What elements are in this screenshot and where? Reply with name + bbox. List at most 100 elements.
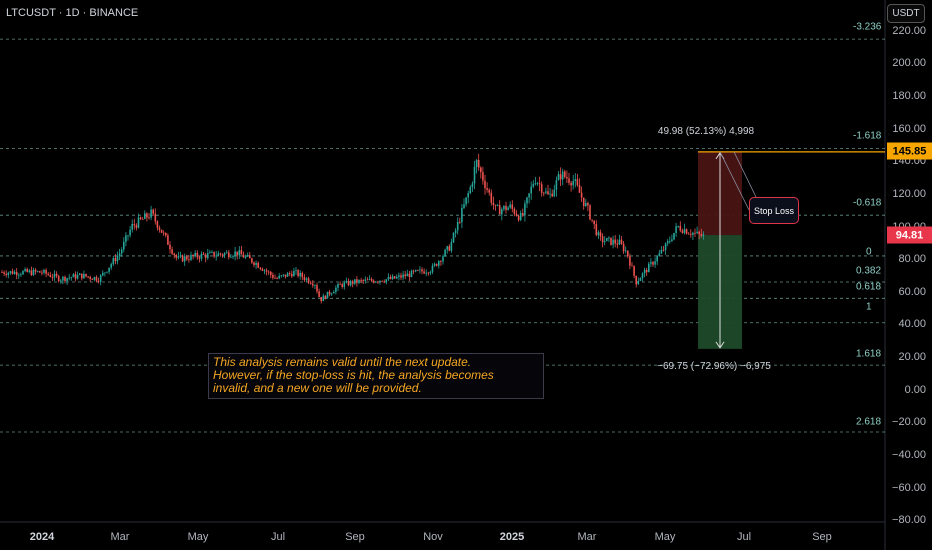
candle-body: [393, 276, 396, 279]
analysis-note[interactable]: This analysis remains valid until the ne…: [208, 353, 544, 399]
candle-body: [402, 274, 404, 278]
stop-loss-label-box[interactable]: Stop Loss: [749, 197, 799, 224]
candle-body: [631, 265, 633, 267]
candle-body: [183, 256, 186, 262]
candle-body: [108, 267, 110, 272]
candle-body: [18, 274, 20, 276]
stop-loss-pointer: [733, 151, 757, 198]
candle-body: [660, 249, 663, 254]
candle-body: [637, 281, 640, 285]
candle-body: [188, 259, 190, 261]
candle-body: [421, 269, 423, 272]
candle-body: [116, 255, 119, 262]
x-tick-label: 2024: [29, 531, 55, 543]
candle-body: [574, 179, 577, 181]
y-tick-label: 80.00: [898, 253, 926, 265]
candle-body: [566, 176, 568, 179]
y-tick-label: 0.00: [904, 384, 926, 396]
candle-body: [446, 246, 448, 250]
candle-body: [530, 186, 532, 194]
candle-body: [650, 262, 652, 264]
candle-body: [469, 187, 472, 194]
candle-body: [257, 262, 259, 268]
y-tick-label: 20.00: [898, 351, 926, 363]
candle-body: [173, 253, 175, 256]
y-tick-label: 220.00: [892, 25, 926, 37]
candle-body: [471, 183, 474, 188]
candle-body: [698, 231, 700, 234]
candle-body: [494, 204, 497, 206]
y-tick-label: −20.00: [892, 416, 926, 428]
y-tick-label: −80.00: [892, 514, 926, 526]
measure-top-label: 49.98 (52.13%) 4,998: [657, 126, 755, 137]
candle-body: [568, 178, 570, 183]
candle-body: [694, 232, 696, 234]
candle-body: [251, 258, 253, 263]
candle-body: [274, 277, 276, 279]
candle-body: [498, 205, 501, 215]
candle-body: [261, 268, 264, 271]
measure-arrow-head: [715, 341, 725, 349]
candle-body: [587, 203, 589, 206]
candle-body: [312, 283, 314, 286]
candle-body: [112, 258, 115, 265]
candle-body: [385, 279, 388, 282]
candle-body: [93, 277, 96, 280]
candle-body: [580, 192, 583, 198]
candle-body: [456, 221, 459, 231]
candle-body: [265, 270, 268, 272]
candle-body: [396, 276, 398, 279]
candle-body: [259, 267, 262, 269]
candle-body: [696, 231, 698, 234]
candle-body: [64, 276, 66, 282]
candle-body: [284, 274, 287, 277]
candle-body: [135, 225, 138, 228]
candle-body: [244, 256, 247, 258]
candle-body: [295, 270, 297, 272]
candle-body: [47, 273, 49, 275]
candle-body: [263, 270, 266, 272]
candle-body: [576, 179, 579, 186]
candle-body: [515, 213, 518, 216]
candle-body: [106, 271, 108, 273]
candle-body: [43, 269, 45, 273]
candle-body: [404, 274, 406, 277]
x-tick-label: May: [187, 531, 209, 543]
candle-body: [278, 275, 280, 279]
candle-body: [99, 275, 102, 282]
candle-body: [110, 264, 112, 268]
symbol-title[interactable]: LTCUSDT · 1D · BINANCE: [6, 7, 139, 19]
y-tick-label: 200.00: [892, 57, 926, 69]
candle-body: [162, 232, 165, 234]
y-tick-label: 160.00: [892, 123, 926, 135]
candle-body: [9, 271, 12, 273]
currency-button[interactable]: USDT: [887, 4, 925, 23]
fib-level-label: 1.618: [856, 348, 882, 360]
candle-body: [683, 229, 686, 233]
candle-body: [545, 191, 547, 193]
candle-body: [492, 202, 495, 205]
y-tick-label: 120.00: [892, 188, 926, 200]
candle-body: [677, 225, 679, 227]
candle-body: [435, 263, 438, 266]
note-line: invalid, and a new one will be provided.: [213, 381, 422, 395]
x-tick-label: Mar: [577, 531, 597, 543]
candle-body: [364, 279, 367, 281]
stop-loss-pointer: [719, 151, 750, 211]
candle-body: [150, 209, 152, 218]
candle-body: [658, 253, 661, 257]
candle-body: [57, 275, 60, 282]
candle-body: [97, 280, 100, 282]
candle-body: [629, 256, 631, 266]
candle-body: [664, 243, 667, 251]
candle-body: [366, 279, 369, 281]
candle-body: [156, 221, 159, 228]
candle-body: [194, 252, 196, 257]
candle-body: [335, 287, 337, 292]
candle-body: [356, 279, 358, 283]
candle-body: [28, 270, 31, 272]
candle-body: [675, 226, 677, 233]
y-tick-label: 180.00: [892, 90, 926, 102]
candle-body: [167, 235, 169, 245]
